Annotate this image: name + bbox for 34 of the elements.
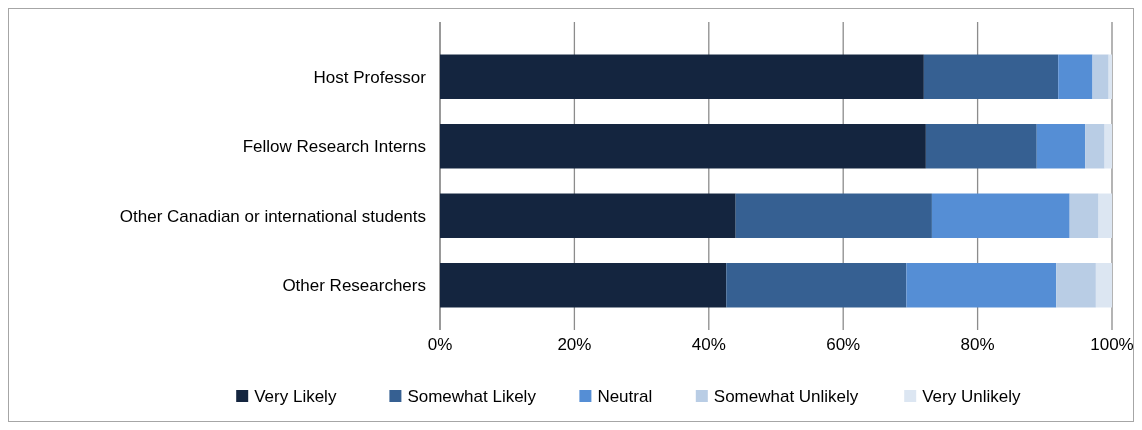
- x-tick-label: 40%: [691, 335, 726, 354]
- legend-label: Somewhat Unlikely: [713, 386, 859, 406]
- bar: [931, 193, 1070, 238]
- y-tick-label: Host Professor: [313, 67, 427, 87]
- bar: [906, 263, 1057, 308]
- bar: [925, 124, 1037, 169]
- bar: [735, 193, 932, 238]
- bar: [1095, 263, 1112, 308]
- legend-label: Somewhat Likely: [407, 386, 537, 406]
- bar: [440, 193, 736, 238]
- bar: [440, 263, 727, 308]
- bar: [1058, 54, 1093, 99]
- bar: [440, 124, 926, 169]
- bar: [726, 263, 907, 308]
- x-tick-label: 0%: [427, 335, 453, 354]
- bar: [440, 54, 924, 99]
- bar: [1085, 124, 1105, 169]
- bar: [1104, 124, 1112, 169]
- bar: [1069, 193, 1099, 238]
- bar: [1098, 193, 1112, 238]
- y-tick-label: Other Canadian or international students: [119, 206, 426, 226]
- y-tick-label: Other Researchers: [282, 276, 426, 296]
- bar: [1092, 54, 1109, 99]
- bar: [1056, 263, 1096, 308]
- bar: [923, 54, 1059, 99]
- x-tick-label: 80%: [960, 335, 995, 354]
- bar: [1036, 124, 1086, 169]
- y-tick-label: Fellow Research Interns: [242, 137, 426, 157]
- x-tick-label: 20%: [557, 335, 592, 354]
- legend-label: Very Unlikely: [922, 386, 1021, 406]
- legend-label: Very Likely: [254, 386, 337, 406]
- legend-label: Neutral: [597, 386, 653, 406]
- x-tick-label: 60%: [826, 335, 861, 354]
- x-tick-label: 100%: [1090, 335, 1134, 354]
